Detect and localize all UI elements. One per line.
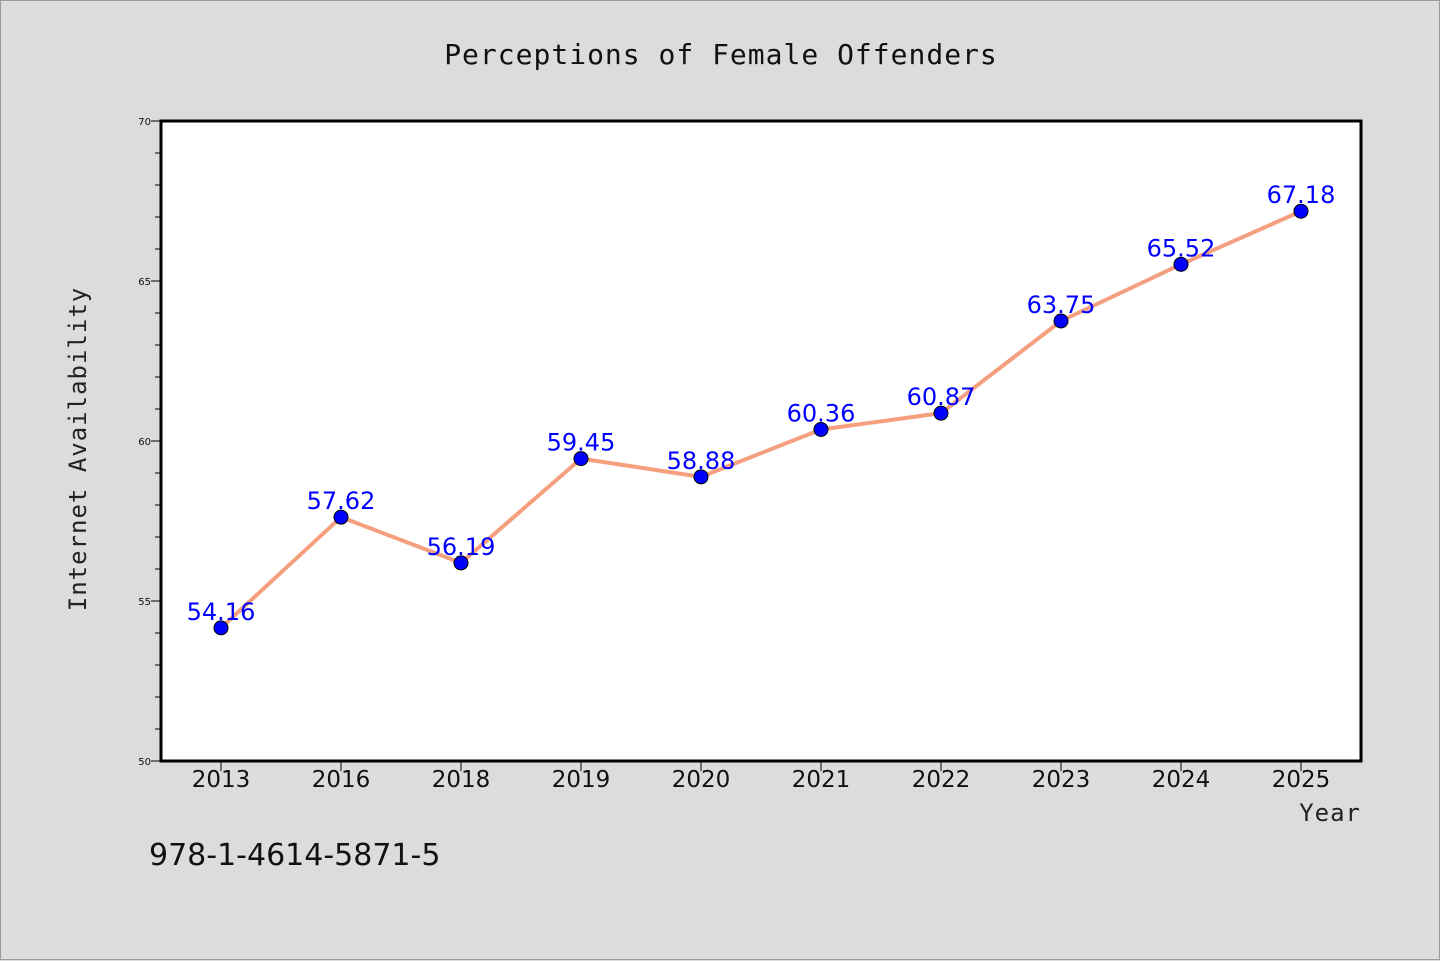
- data-point: [693, 469, 709, 485]
- x-tick-label: 2024: [1152, 767, 1211, 793]
- data-point: [453, 555, 469, 571]
- x-axis: 2013 2016 2018 2019 2020 2021 2022 2023 2024 2025: [192, 761, 1331, 793]
- x-tick-label: 2013: [192, 767, 251, 793]
- data-label: 58.88: [667, 447, 736, 475]
- x-tick-label: 2023: [1032, 767, 1091, 793]
- x-tick-label: 2022: [912, 767, 971, 793]
- x-tick-label: 2018: [432, 767, 491, 793]
- x-tick-label: 2016: [312, 767, 371, 793]
- x-tick-label: 2021: [792, 767, 851, 793]
- data-point: [1293, 203, 1309, 219]
- x-tick-label: 2020: [672, 767, 731, 793]
- data-label: 60.36: [787, 399, 856, 427]
- data-point: [813, 421, 829, 437]
- x-axis-label: Year: [1299, 799, 1361, 827]
- data-point: [1173, 256, 1189, 272]
- data-label: 59.45: [547, 429, 616, 457]
- data-label: 57.62: [307, 487, 376, 515]
- y-tick-label: 70: [138, 117, 151, 128]
- x-tick-label: 2025: [1272, 767, 1331, 793]
- x-tick-label: 2019: [552, 767, 611, 793]
- plot-area: [159, 119, 1363, 763]
- data-label: 56.19: [427, 533, 496, 561]
- data-point: [213, 620, 229, 636]
- y-axis-label: Internet Availability: [64, 287, 92, 611]
- data-label: 60.87: [907, 383, 976, 411]
- series-line: [219, 209, 1302, 630]
- data-point: [573, 451, 589, 467]
- isbn-text: 978-1-4614-5871-5: [149, 838, 440, 873]
- y-tick-label: 50: [138, 757, 151, 768]
- data-point: [1053, 313, 1069, 329]
- data-point: [933, 405, 949, 421]
- y-tick-label: 55: [138, 597, 151, 608]
- data-label: 65.52: [1147, 234, 1216, 262]
- y-tick-label: 60: [138, 437, 151, 448]
- data-point: [333, 509, 349, 525]
- data-label: 63.75: [1027, 291, 1096, 319]
- y-tick-label: 65: [138, 277, 151, 288]
- data-label: 54.16: [187, 598, 256, 626]
- y-axis: 50 55 60 65 70: [138, 117, 161, 768]
- chart-title: Perceptions of Female Offenders: [444, 38, 998, 71]
- series-group: 54.16 57.62 56.19 59.45 58.88 60.36 60.87 63.75…: [187, 181, 1336, 636]
- data-label: 67.18: [1267, 181, 1336, 209]
